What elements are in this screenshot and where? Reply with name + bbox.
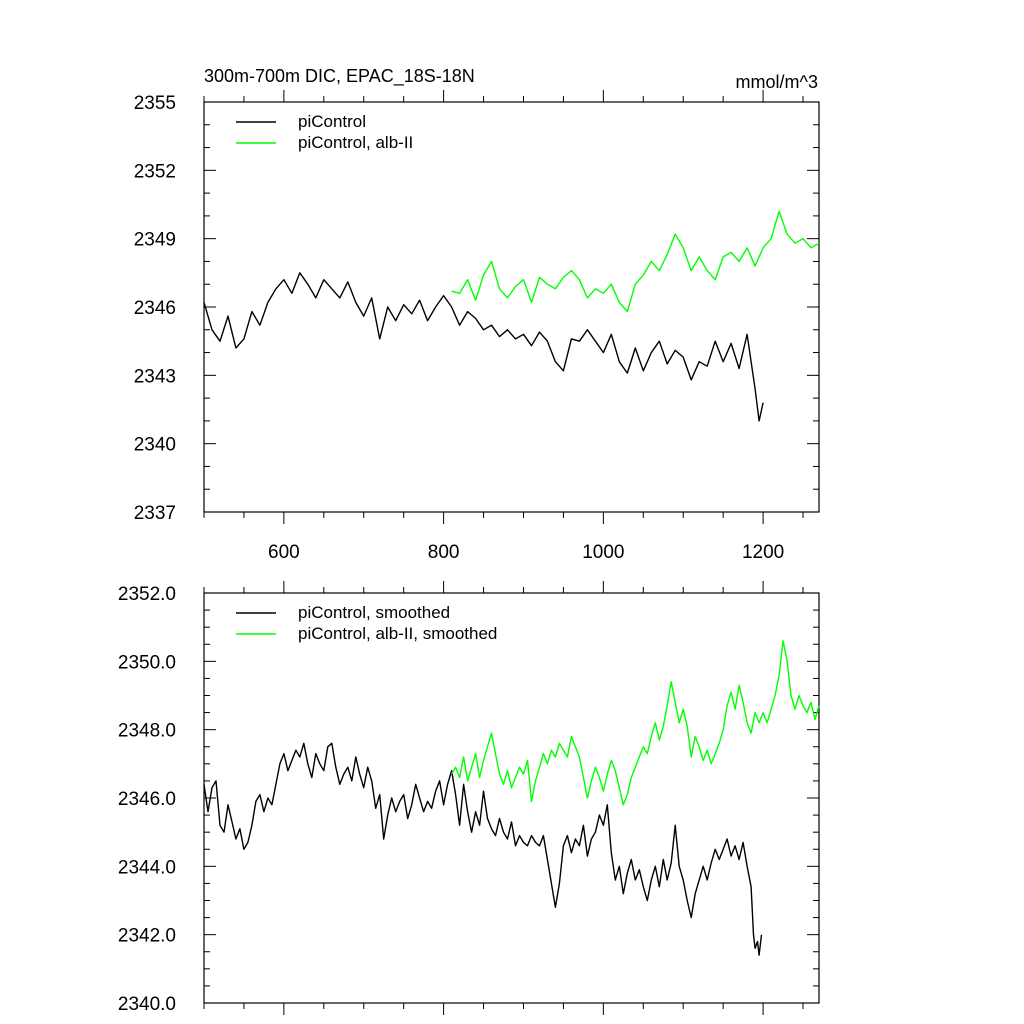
y-tick-label: 2346.0 bbox=[118, 789, 176, 810]
series-line-picontrol bbox=[203, 742, 763, 956]
top-panel-title: 300m-700m DIC, EPAC_18S-18N bbox=[204, 66, 475, 87]
y-tick-label: 2337 bbox=[134, 503, 176, 524]
bottom-panel: 2340.0 2342.0 2344.0 2346.0 2348.0 2350.0 2352… bbox=[118, 581, 820, 1015]
y-tick-label: 2355 bbox=[134, 93, 176, 114]
x-tick-label: 1000 bbox=[582, 542, 624, 563]
legend-label: piControl, smoothed bbox=[298, 603, 450, 622]
y-tick-label: 2349 bbox=[134, 230, 176, 251]
y-tick-label: 2348.0 bbox=[118, 721, 176, 742]
y-tick-label: 2350.0 bbox=[118, 652, 176, 673]
top-panel-units: mmol/m^3 bbox=[736, 72, 818, 92]
series-line-alb-ii bbox=[451, 210, 820, 313]
plot-frame bbox=[203, 592, 820, 1004]
y-tick-label: 2342.0 bbox=[118, 926, 176, 947]
legend-label: piControl, alb-II, smoothed bbox=[298, 624, 497, 643]
legend-label: piControl bbox=[298, 112, 366, 131]
series-line-alb-ii bbox=[450, 640, 820, 806]
plot-frame bbox=[203, 101, 820, 513]
y-tick-label: 2344.0 bbox=[118, 857, 176, 878]
y-tick-label: 2352.0 bbox=[118, 584, 176, 605]
y-tick-label: 2346 bbox=[134, 298, 176, 319]
series-line-picontrol bbox=[203, 272, 764, 422]
y-tick-label: 2340 bbox=[134, 435, 176, 456]
y-tick-label: 2352 bbox=[134, 161, 176, 182]
x-tick-label: 800 bbox=[428, 542, 460, 563]
legend-label: piControl, alb-II bbox=[298, 133, 413, 152]
y-tick-label: 2343 bbox=[134, 366, 176, 387]
x-tick-label: 600 bbox=[268, 542, 300, 563]
y-tick-label: 2340.0 bbox=[118, 994, 176, 1015]
top-panel: 300m-700m DIC, EPAC_18S-18N mmol/m^3 233… bbox=[134, 66, 820, 563]
x-tick-label: 1200 bbox=[742, 542, 784, 563]
